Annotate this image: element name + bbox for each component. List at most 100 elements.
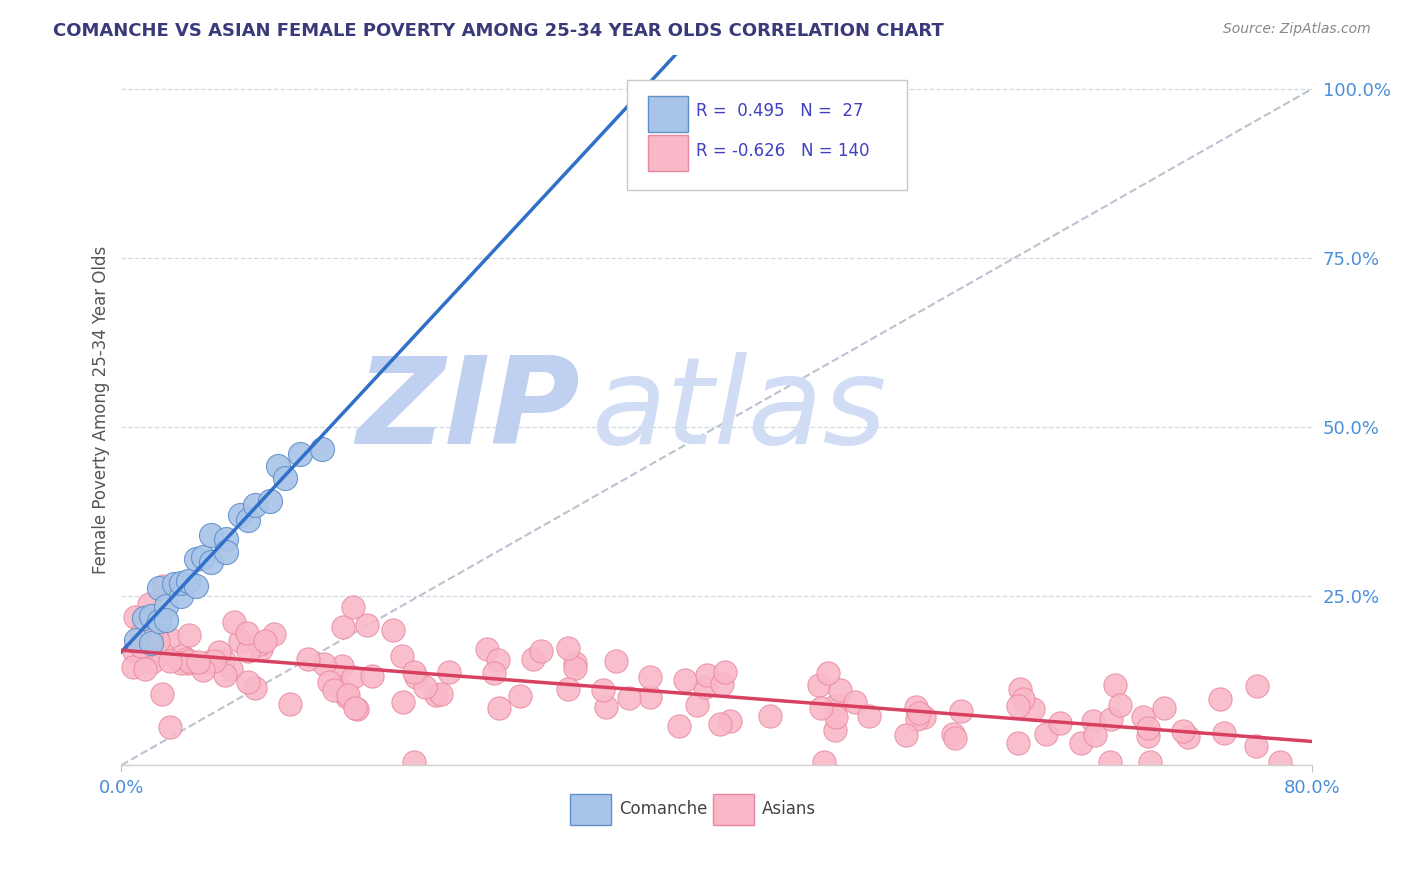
Point [159,720,181,734]
Point [152,647,174,661]
Point [711,676,734,690]
Point [425,688,447,702]
Point [564,661,586,675]
Y-axis label: Female Poverty Among 25-34 Year Olds: Female Poverty Among 25-34 Year Olds [93,246,110,574]
Point [346,701,368,715]
Point [810,700,832,714]
Point [214,532,236,546]
Point [259,494,281,508]
Point [908,706,931,720]
FancyBboxPatch shape [648,135,688,171]
Point [1139,755,1161,769]
Point [482,666,505,681]
Point [288,447,311,461]
Point [343,700,366,714]
Point [813,755,835,769]
Point [224,615,246,629]
Point [1109,698,1132,712]
Point [332,620,354,634]
Point [214,545,236,559]
Point [193,550,215,565]
Point [713,665,735,680]
Point [141,628,163,642]
Point [236,513,259,527]
FancyBboxPatch shape [648,95,688,132]
Point [312,657,335,672]
Point [844,695,866,709]
Point [150,687,173,701]
Point [170,649,193,664]
Point [141,655,163,669]
Point [328,681,350,695]
Point [402,755,425,769]
Point [254,633,277,648]
Point [1173,724,1195,739]
Point [177,654,200,668]
Point [131,627,153,641]
Text: R =  0.495   N =  27: R = 0.495 N = 27 [696,102,863,120]
Point [1098,755,1121,769]
Point [245,498,267,512]
Point [486,653,509,667]
Point [905,712,928,726]
Point [170,589,193,603]
Point [336,690,359,704]
Point [1208,691,1230,706]
Point [1049,716,1071,731]
Point [530,643,553,657]
Point [124,609,146,624]
Point [824,723,846,737]
Point [475,642,498,657]
Point [229,508,252,522]
Point [243,681,266,695]
Point [263,627,285,641]
Point [337,688,360,702]
Point [718,714,741,728]
Point [198,655,221,669]
Point [595,700,617,714]
Point [249,642,271,657]
Point [146,631,169,645]
Point [187,655,209,669]
Point [1137,722,1160,736]
Point [311,442,333,456]
Point [696,668,718,682]
Text: ZIP: ZIP [356,351,579,468]
Point [122,643,145,657]
Point [1212,725,1234,739]
Point [323,682,346,697]
Point [138,597,160,611]
Point [148,615,170,629]
Point [437,665,460,680]
Point [155,599,177,614]
Point [808,678,831,692]
Point [132,611,155,625]
Point [177,574,200,588]
Point [214,667,236,681]
Point [318,675,340,690]
Point [509,690,531,704]
Point [148,634,170,648]
Point [1035,727,1057,741]
Point [912,710,935,724]
Point [1081,714,1104,729]
Point [342,599,364,614]
Point [488,701,510,715]
Point [134,662,156,676]
Text: Comanche: Comanche [619,800,707,818]
Point [141,636,163,650]
Point [564,657,586,671]
Point [1153,701,1175,715]
Point [129,639,152,653]
Point [830,683,852,698]
Point [208,645,231,659]
Point [592,683,614,698]
Point [267,458,290,473]
Point [193,663,215,677]
FancyBboxPatch shape [713,794,754,825]
Point [391,649,413,664]
Point [668,719,690,733]
Point [817,665,839,680]
Point [361,669,384,683]
Point [522,652,544,666]
